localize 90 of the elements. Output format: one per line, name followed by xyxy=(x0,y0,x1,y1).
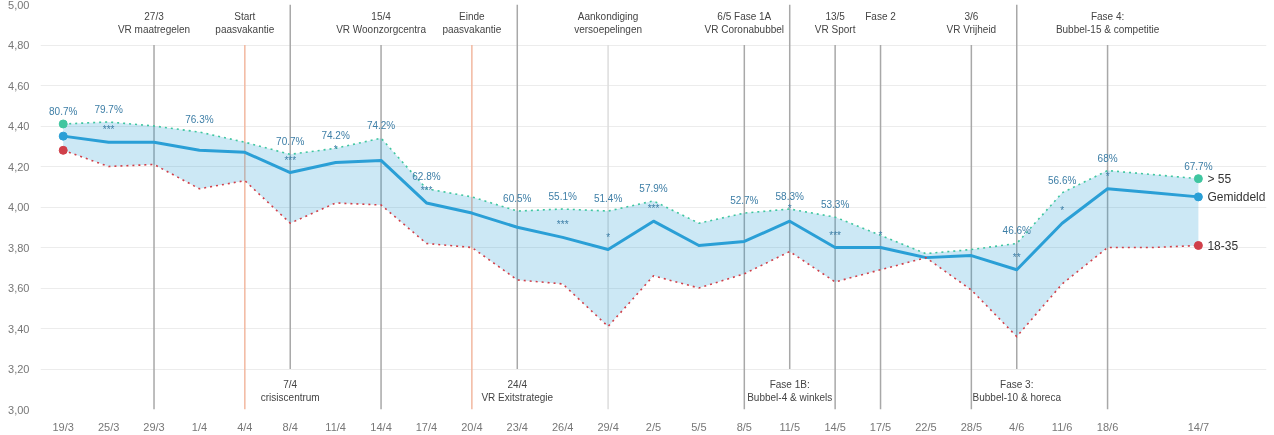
ref-line-label: Fase 3: Bubbel-10 & horeca xyxy=(972,378,1062,404)
y-tick-label: 3,80 xyxy=(8,241,30,254)
annotation: 76.3% xyxy=(185,114,214,126)
annotation: 52.7% xyxy=(730,195,759,207)
x-tick-label: 20/4 xyxy=(461,420,483,433)
annotation: *** xyxy=(102,124,115,136)
x-tick-label: 8/5 xyxy=(736,420,752,433)
x-tick-label: 25/3 xyxy=(97,420,120,433)
point xyxy=(1193,174,1203,184)
annotation: *** xyxy=(647,203,660,215)
annotation: 70.7% xyxy=(276,136,305,148)
point xyxy=(58,145,68,155)
annotation: 46.6% xyxy=(1002,225,1032,237)
x-tick-label: 14/4 xyxy=(370,420,392,433)
annotation: 58.3% xyxy=(775,191,805,203)
x-tick-label: 8/4 xyxy=(282,420,298,433)
annotation: 57.9% xyxy=(639,182,668,194)
annotation: * xyxy=(1105,170,1110,182)
annotation: 62.8% xyxy=(412,170,441,182)
series-label: 18-35 xyxy=(1207,238,1239,253)
ref-line-label: 27/3 VR maatregelen xyxy=(117,10,191,36)
annotation: *** xyxy=(420,184,433,196)
y-tick-label: 4,00 xyxy=(8,201,30,213)
x-tick-label: 26/4 xyxy=(551,420,574,433)
y-tick-label: 3,60 xyxy=(8,282,30,294)
point xyxy=(58,119,68,129)
x-tick-label: 29/4 xyxy=(597,420,619,433)
ref-line-label: 7/4 crisiscentrum xyxy=(260,378,320,404)
x-tick-label: 19/3 xyxy=(52,420,74,433)
ref-line-label: Aankondiging versoepelingen xyxy=(574,10,643,36)
y-tick-label: 4,60 xyxy=(8,79,30,92)
annotation: 67.7% xyxy=(1184,160,1213,172)
x-tick-label: 1/4 xyxy=(191,420,208,433)
annotation: ** xyxy=(1012,251,1021,263)
x-tick-label: 11/4 xyxy=(325,420,346,433)
y-tick-label: 3,20 xyxy=(8,363,30,375)
x-tick-label: 17/5 xyxy=(869,420,892,433)
x-tick-label: 14/5 xyxy=(824,420,846,433)
annotation: 53.3% xyxy=(820,199,850,211)
annotation: * xyxy=(878,229,883,241)
point xyxy=(1193,240,1203,250)
x-tick-label: 29/3 xyxy=(143,420,165,433)
annotation: *** xyxy=(829,229,842,241)
annotation: 74.2% xyxy=(366,120,396,132)
annotation: 55.1% xyxy=(548,191,577,203)
annotation: 56.6% xyxy=(1047,174,1077,186)
ref-line-label: 13/5 VR Sport xyxy=(814,10,856,36)
ref-line-label: 15/4 VR Woonzorgcentra xyxy=(336,10,427,36)
annotation: 51.4% xyxy=(593,193,623,205)
annotation: * xyxy=(1060,205,1065,217)
ref-line-label: Fase 1B: Bubbel-4 & winkels xyxy=(747,378,833,404)
annotation: *** xyxy=(284,154,297,166)
x-tick-label: 11/5 xyxy=(779,420,801,433)
ref-line-label: Fase 2 xyxy=(865,10,897,22)
x-tick-label: 14/7 xyxy=(1187,420,1210,433)
ref-line-label: 24/4 VR Exitstrategie xyxy=(481,378,554,404)
x-tick-label: 2/5 xyxy=(645,420,662,433)
ref-line-label: Fase 4: Bubbel-15 & competitie xyxy=(1055,10,1160,36)
ref-line-label: 6/5 Fase 1A VR Coronabubbel xyxy=(704,10,785,36)
ref-line-label: Einde paasvakantie xyxy=(442,10,502,36)
annotation: 60.5% xyxy=(503,193,532,205)
x-tick-label: 4/6 xyxy=(1009,420,1025,433)
annotation: 74.2% xyxy=(321,130,350,142)
annotation: 80.7% xyxy=(49,105,78,117)
x-tick-label: 17/4 xyxy=(415,420,438,433)
point xyxy=(58,131,68,141)
annotation: * xyxy=(606,231,611,243)
y-tick-label: 4,80 xyxy=(8,39,30,51)
annotation: *** xyxy=(556,219,569,231)
annotation: 79.7% xyxy=(94,103,123,115)
series-label: > 55 xyxy=(1207,171,1232,186)
x-tick-label: 28/5 xyxy=(960,420,983,433)
series-label: Gemiddeld xyxy=(1207,189,1266,204)
annotation: * xyxy=(787,203,792,215)
x-tick-label: 11/6 xyxy=(1051,420,1073,433)
x-tick-label: 18/6 xyxy=(1096,420,1119,433)
y-tick-label: 5,00 xyxy=(8,0,30,11)
x-tick-label: 4/4 xyxy=(237,420,253,433)
point xyxy=(1193,192,1203,202)
annotation: * xyxy=(333,144,338,156)
y-tick-label: 4,20 xyxy=(8,160,30,173)
x-tick-label: 22/5 xyxy=(915,420,937,433)
y-tick-label: 4,40 xyxy=(8,120,30,132)
y-tick-label: 3,40 xyxy=(8,322,30,335)
annotation: 68% xyxy=(1097,152,1118,164)
ref-line-label: 3/6 VR Vrijheid xyxy=(946,10,997,36)
ref-line-label: Start paasvakantie xyxy=(215,10,275,36)
x-tick-label: 5/5 xyxy=(691,420,707,433)
x-tick-label: 23/4 xyxy=(506,420,528,433)
y-tick-label: 3,00 xyxy=(8,403,30,416)
